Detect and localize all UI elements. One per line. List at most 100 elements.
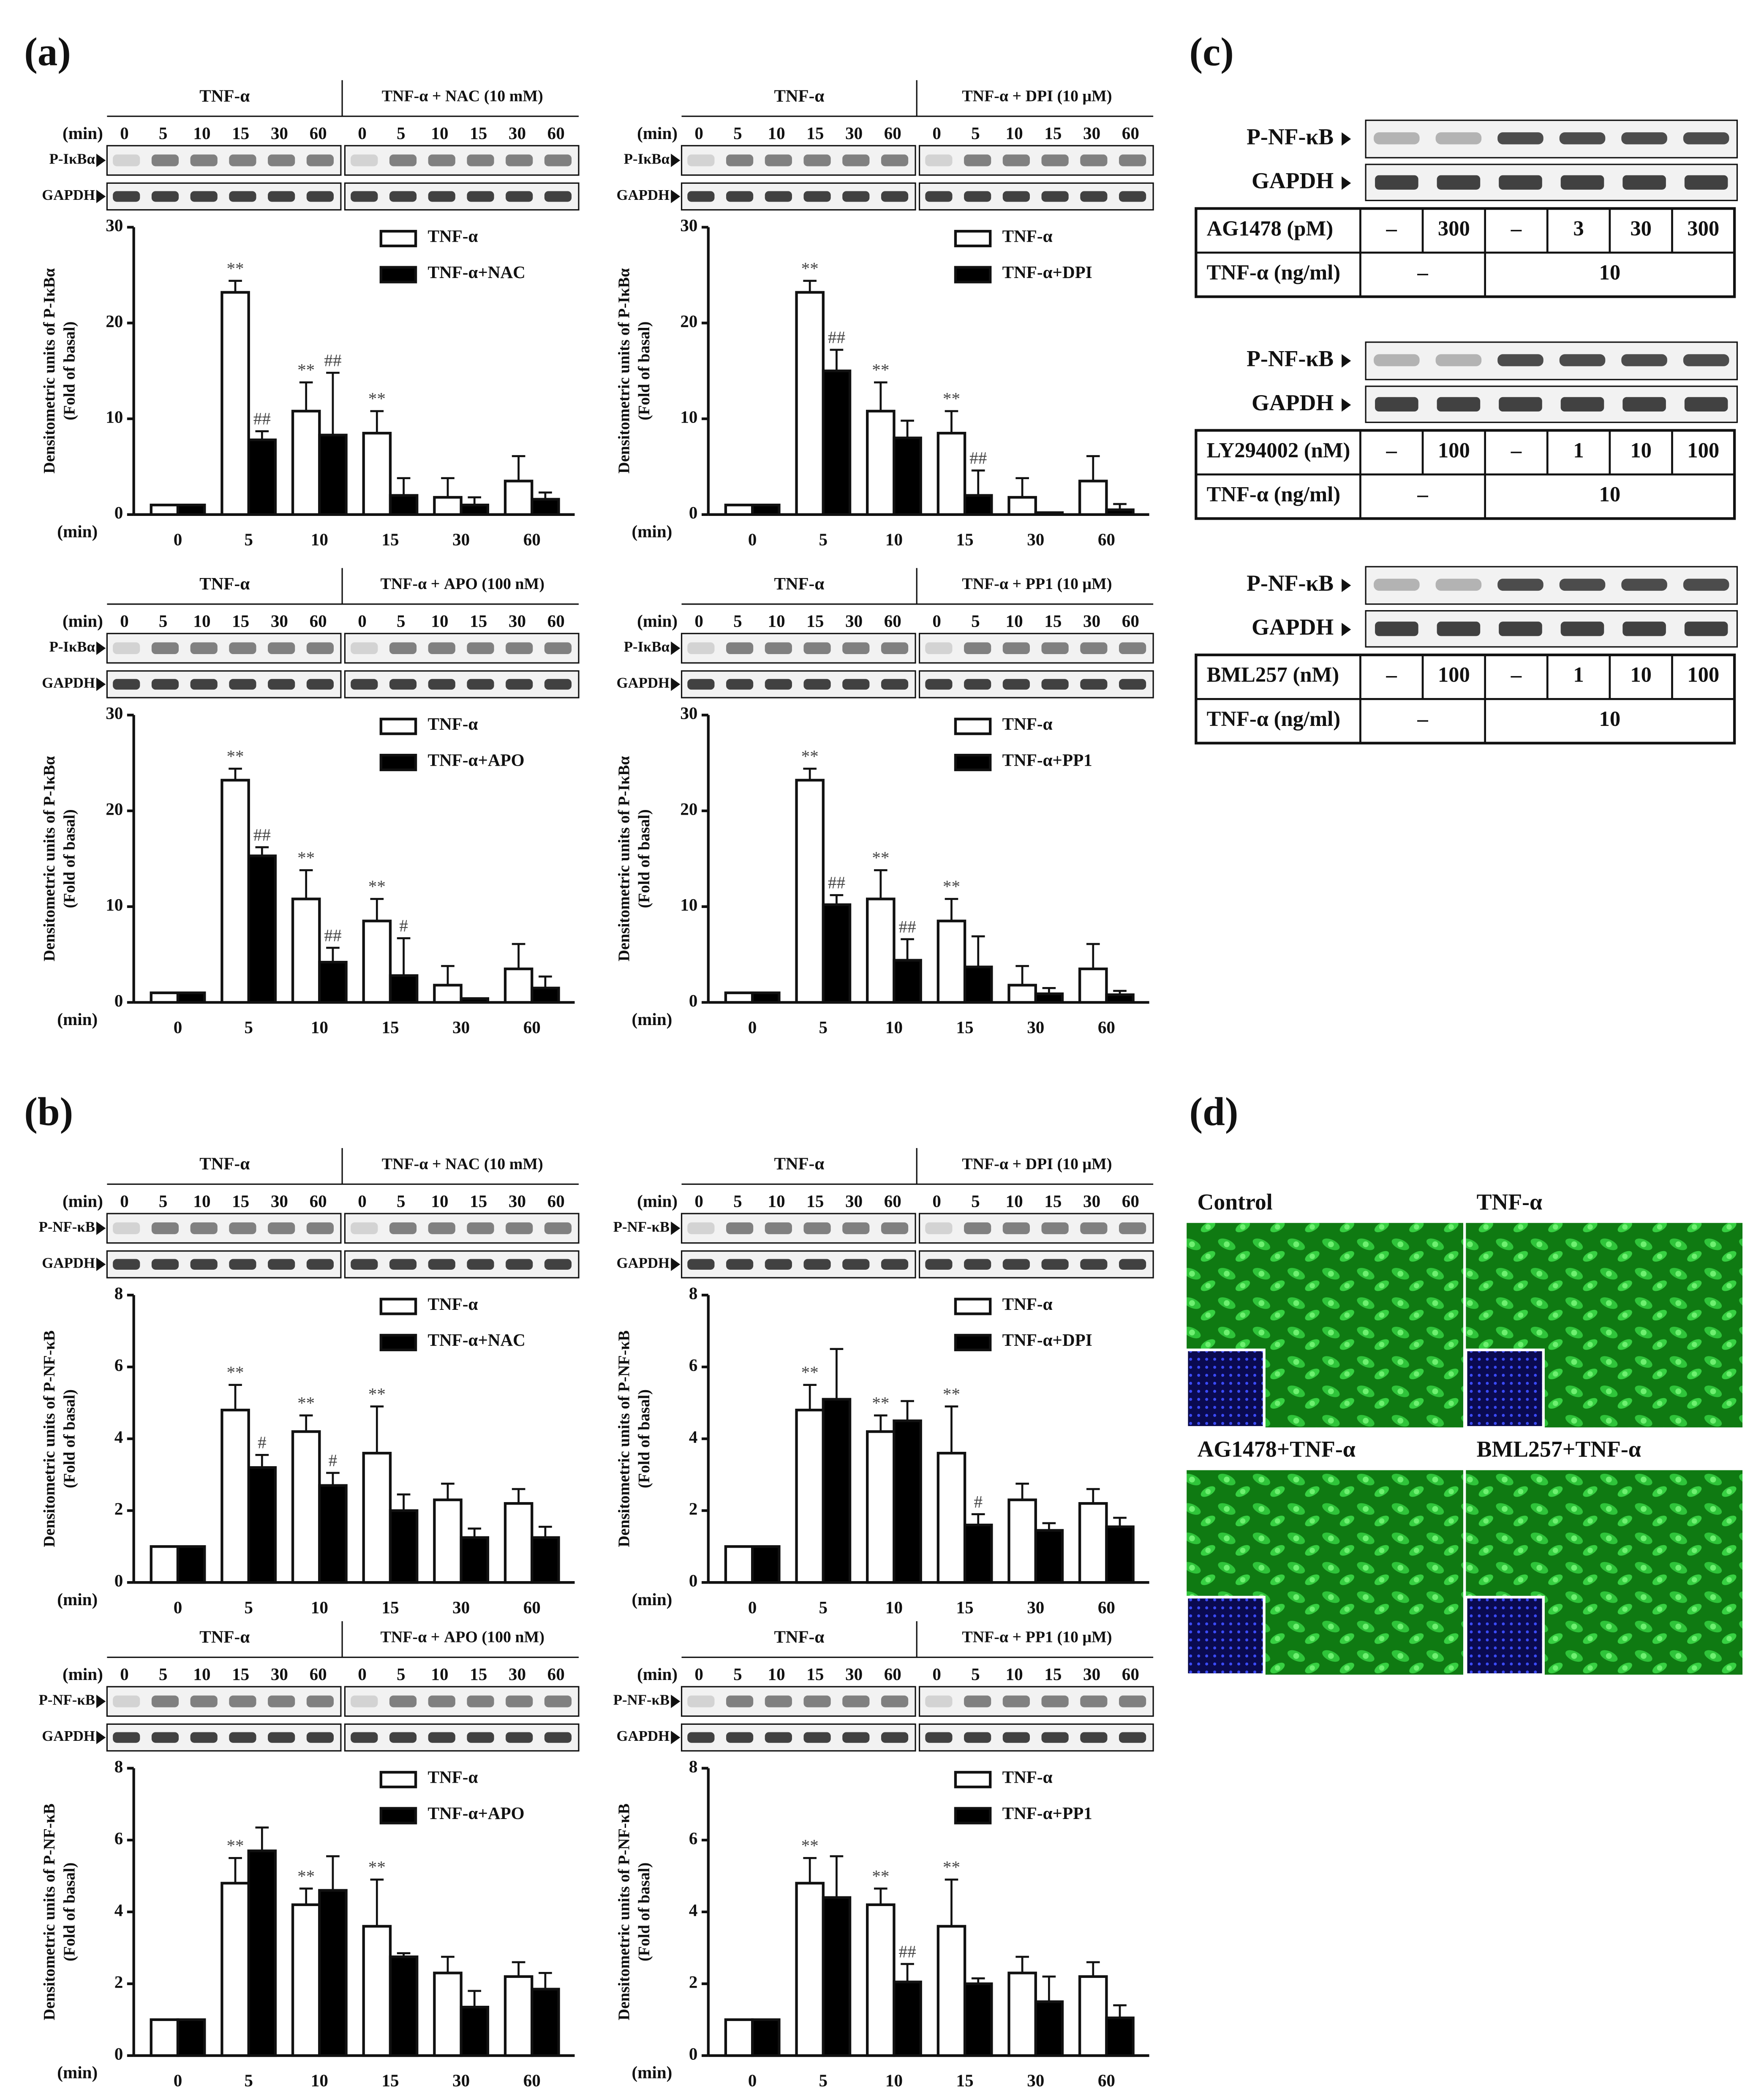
arrowhead <box>1342 354 1351 368</box>
x-axis-label: (min) <box>57 2063 98 2083</box>
blot <box>344 1686 580 1717</box>
blot <box>681 1213 916 1244</box>
arrowhead <box>96 677 106 691</box>
blot-row-label: P-NF-κB <box>1247 124 1334 149</box>
band <box>1119 642 1146 655</box>
band <box>842 154 870 166</box>
y-tick-label: 10 <box>106 407 123 427</box>
y-tick-label: 10 <box>680 407 697 427</box>
band <box>113 1222 140 1234</box>
time-tick: 30 <box>271 1191 288 1211</box>
time-tick: 0 <box>120 123 129 143</box>
band <box>925 642 953 655</box>
time-tick: 0 <box>932 1664 941 1684</box>
band <box>925 1259 953 1270</box>
bar <box>247 1466 277 1584</box>
band <box>726 154 754 166</box>
arrowhead <box>1342 578 1351 592</box>
band <box>925 191 953 202</box>
legend-swatch <box>954 754 992 772</box>
bar <box>291 1430 321 1584</box>
band <box>1622 397 1666 412</box>
bar <box>318 960 348 1004</box>
blot-row-label: P-NF-κB <box>1247 570 1334 596</box>
blot-row-label: P-NF-κB <box>613 1692 670 1708</box>
band <box>1041 1259 1069 1270</box>
x-tick-label: 60 <box>523 2071 541 2089</box>
x-tick-label: 15 <box>381 1598 399 1617</box>
y-tick-label: 20 <box>680 799 697 818</box>
significance-mark: ## <box>324 925 341 945</box>
bar <box>460 2005 490 2057</box>
x-tick-label: 5 <box>244 1017 253 1037</box>
bar <box>176 2018 206 2057</box>
blot-row-label: GAPDH <box>616 675 670 691</box>
band <box>428 1732 455 1743</box>
x-axis-label: (min) <box>57 522 98 542</box>
bar <box>1105 508 1135 516</box>
bar <box>866 1430 896 1584</box>
band <box>1437 622 1481 636</box>
band <box>842 191 870 202</box>
y-tick-label: 8 <box>689 1284 698 1303</box>
bar <box>176 991 206 1004</box>
band <box>1683 132 1729 145</box>
bar <box>150 2018 180 2057</box>
band <box>1119 1732 1146 1743</box>
y-tick-label: 6 <box>114 1828 123 1848</box>
blot-row-label: GAPDH <box>42 1728 95 1744</box>
band <box>351 1732 378 1743</box>
band <box>1041 679 1069 690</box>
band <box>1002 642 1030 655</box>
significance-mark: ** <box>801 1363 819 1382</box>
time-label: (min) <box>63 611 103 631</box>
x-tick-label: 10 <box>311 530 328 549</box>
band <box>1621 354 1667 366</box>
time-tick: 15 <box>470 611 487 630</box>
time-tick: 15 <box>806 123 824 143</box>
x-tick-label: 5 <box>244 530 253 549</box>
band <box>151 1732 179 1743</box>
band <box>964 679 991 690</box>
band <box>428 191 455 202</box>
band <box>925 154 953 166</box>
bar <box>893 959 922 1004</box>
x-tick-label: 60 <box>523 1598 541 1617</box>
x-tick-label: 60 <box>523 1017 541 1037</box>
band <box>1559 578 1606 591</box>
blot <box>106 145 342 176</box>
band <box>1499 175 1542 190</box>
x-tick-label: 5 <box>819 1598 828 1617</box>
arrowhead <box>1342 176 1351 190</box>
y-axis-label: Densitometric units of P-NF-κB <box>615 1331 633 1547</box>
band <box>1621 132 1667 145</box>
x-tick-label: 60 <box>1098 1598 1115 1617</box>
band <box>881 1222 909 1234</box>
blot-row-label: GAPDH <box>1252 614 1334 640</box>
dose: 1 <box>1573 663 1584 687</box>
bar <box>1034 1529 1064 1584</box>
bar <box>176 1545 206 1584</box>
band <box>925 679 953 690</box>
row-label: AG1478 (pM) <box>1207 216 1333 240</box>
y-axis-label: Densitometric units of P-IκBα <box>41 756 58 961</box>
band <box>1560 397 1604 412</box>
bar <box>751 1545 781 1584</box>
time-tick: 0 <box>932 611 941 630</box>
band <box>964 1222 991 1234</box>
time-label: (min) <box>63 1191 103 1211</box>
dose: 1 <box>1573 438 1584 462</box>
dose: – <box>1386 438 1397 462</box>
bar <box>1078 967 1108 1004</box>
y-tick-label: 10 <box>680 895 697 914</box>
blot <box>106 1213 342 1244</box>
blot-header: TNF-α <box>199 1154 250 1173</box>
bar <box>247 438 277 516</box>
arrowhead <box>671 153 681 167</box>
time-tick: 5 <box>159 1664 168 1684</box>
bar <box>460 1536 490 1584</box>
band <box>113 1695 140 1707</box>
dose: – <box>1417 483 1428 506</box>
x-tick-label: 5 <box>244 2071 253 2089</box>
dose: 100 <box>1687 663 1719 687</box>
